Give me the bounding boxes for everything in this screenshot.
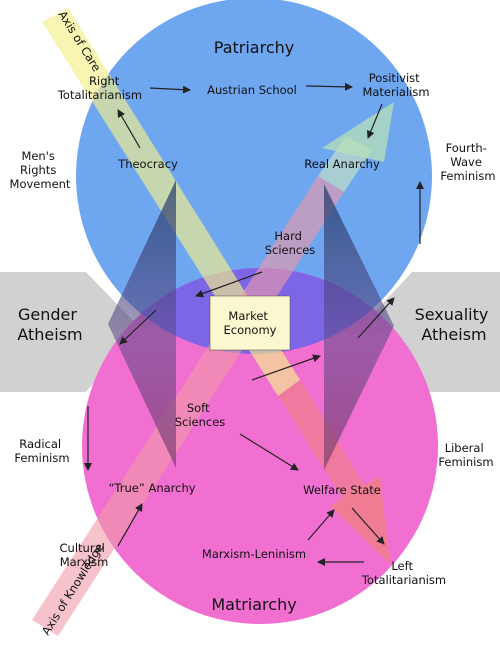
true-anarchy-label: “True” Anarchy (108, 481, 195, 495)
positivist-materialism-label: Positivist Materialism (362, 71, 429, 99)
real-anarchy-label: Real Anarchy (304, 157, 380, 171)
radical-feminism-label: Radical Feminism (14, 437, 69, 465)
mens-rights-label: Men's Rights Movement (10, 149, 71, 191)
gender-atheism-label: Gender Atheism (17, 305, 82, 344)
market-economy-label: Market Economy (224, 309, 277, 337)
cultural-marxism-label: Cultural Marxism (60, 541, 109, 569)
matriarchy-label: Matriarchy (211, 595, 296, 614)
fourth-wave-feminism-label: Fourth- Wave Feminism (440, 141, 495, 183)
marxism-leninism-label: Marxism-Leninism (202, 547, 306, 561)
patriarchy-label: Patriarchy (214, 38, 294, 57)
theocracy-label: Theocracy (117, 157, 178, 171)
austrian-school-label: Austrian School (207, 83, 297, 97)
liberal-feminism-label: Liberal Feminism (438, 441, 493, 469)
welfare-state-label: Welfare State (303, 483, 381, 497)
sexuality-atheism-label: Sexuality Atheism (415, 305, 494, 344)
